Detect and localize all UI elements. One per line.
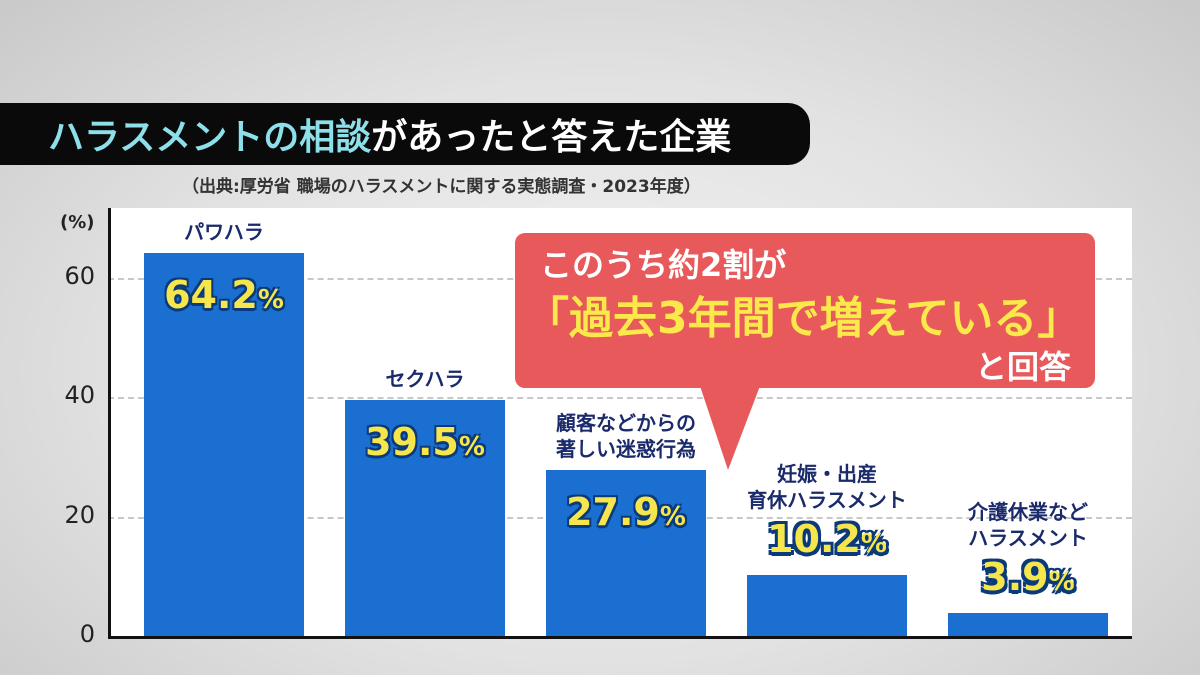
data-label: 64.2% [164, 272, 284, 317]
y-tick-label: 60 [64, 262, 95, 290]
x-axis-line [108, 636, 1132, 639]
category-label: 介護休業など ハラスメント [968, 499, 1088, 550]
gridline [108, 397, 1132, 400]
data-label: 3.9% [981, 554, 1075, 599]
chart-title-rest: があったと答えた企業 [371, 117, 732, 158]
data-label: 39.5% [365, 420, 485, 465]
bar [948, 612, 1108, 636]
data-label: 10.2% [767, 517, 887, 562]
category-label: パワハラ [184, 219, 264, 244]
y-axis-line [108, 208, 111, 638]
callout-line-2: 「過去3年間で増えている」 [525, 293, 1082, 344]
callout-box [515, 233, 1095, 388]
chart-title: ハラスメントの相談 があったと答えた企業 [0, 103, 810, 165]
bar [144, 252, 304, 636]
y-tick-label: 20 [64, 500, 95, 529]
bar [747, 575, 907, 636]
category-label: 妊娠・出産 育休ハラスメント [747, 462, 907, 513]
callout-line-3: と回答 [975, 348, 1072, 386]
y-tick-label: 40 [64, 381, 95, 410]
callout-line-1: このうち約2割が [540, 246, 787, 284]
category-label: 顧客などからの 著しい迷惑行為 [556, 410, 696, 461]
source-note: （出典:厚労省 職場のハラスメントに関する実態調査・2023年度） [182, 177, 701, 197]
data-label: 27.9% [566, 489, 686, 534]
y-tick-label: 0 [79, 620, 95, 648]
category-label: セクハラ [385, 367, 465, 392]
bar [546, 469, 706, 636]
bar [345, 400, 505, 636]
y-axis-unit: (%) [60, 212, 95, 233]
chart-title-highlight: ハラスメントの相談 [48, 117, 372, 158]
